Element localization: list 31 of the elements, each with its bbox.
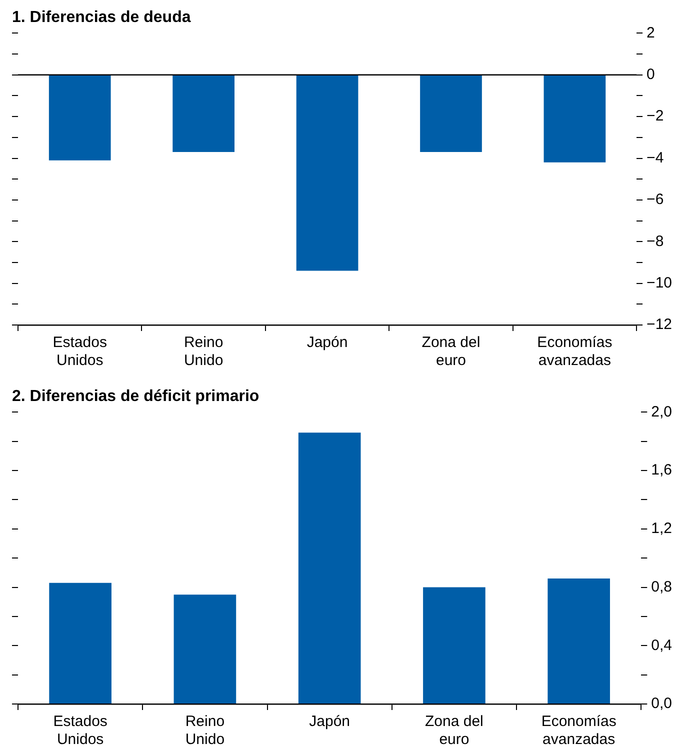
bar — [548, 578, 610, 704]
y-tick-label: 1,2 — [651, 520, 672, 538]
y-tick-label: −8 — [646, 232, 664, 250]
bar — [49, 582, 112, 704]
y-tick-label: 2 — [646, 24, 655, 42]
y-tick-label: 0,0 — [651, 695, 672, 712]
chart-title: 1. Diferencias de deuda — [12, 9, 191, 26]
x-tick-label: Reino Unido — [185, 713, 225, 748]
bar — [298, 432, 361, 704]
y-tick-label: 0,4 — [651, 636, 672, 654]
y-tick-label: 0 — [646, 66, 655, 84]
y-tick-label: 1,6 — [651, 462, 672, 479]
y-tick-label: −4 — [646, 149, 664, 166]
y-tick-label: −6 — [646, 191, 664, 208]
chart-title: 2. Diferencias de déficit primario — [12, 388, 260, 406]
x-tick-label: Reino Unido — [184, 334, 224, 370]
y-tick-label: −12 — [646, 316, 672, 334]
y-tick-label: 0,8 — [651, 578, 672, 596]
bar — [174, 594, 236, 704]
x-tick-label: Zona del euro — [422, 334, 480, 370]
y-tick-label: −2 — [646, 108, 664, 125]
x-tick-label: Japón — [306, 334, 348, 352]
x-tick-label: Estados Unidos — [53, 713, 108, 748]
bar — [423, 587, 486, 704]
y-tick-label: 2,0 — [651, 403, 672, 420]
x-tick-label: Economías avanzadas — [541, 713, 616, 748]
x-tick-label: Estados Unidos — [52, 334, 107, 370]
y-tick-label: −10 — [646, 274, 672, 292]
x-tick-label: Japón — [309, 713, 350, 730]
x-tick-label: Zona del euro — [425, 713, 484, 748]
x-tick-label: Economías avanzadas — [537, 334, 612, 370]
